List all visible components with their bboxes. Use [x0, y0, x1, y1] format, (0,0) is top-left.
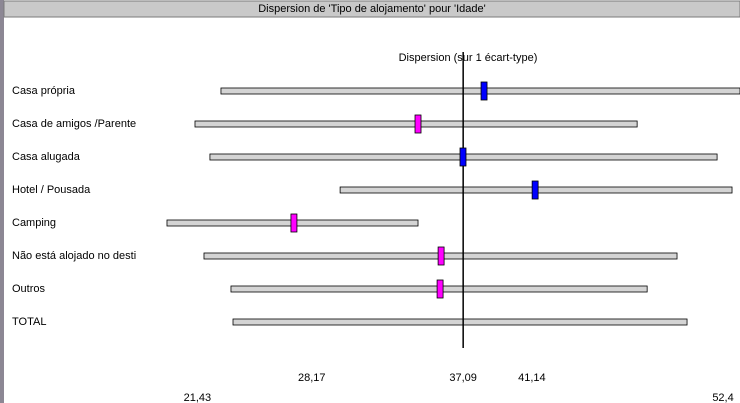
x-tick-label: 21,43 [184, 392, 212, 403]
chart-subtitle: Dispersion (sur 1 écart-type) [399, 52, 538, 64]
mean-marker [437, 246, 445, 266]
title-bar [3, 0, 740, 18]
x-tick-label: 28,17 [298, 372, 326, 384]
panel [4, 0, 740, 403]
x-tick-label: 52,4 [712, 392, 733, 403]
mean-marker [436, 279, 444, 299]
mean-marker [290, 213, 298, 233]
chart-title: Dispersion de 'Tipo de alojamento' pour … [258, 3, 486, 15]
mean-marker [480, 81, 488, 101]
category-label: Não está alojado no desti [12, 250, 136, 262]
mean-marker [459, 147, 467, 167]
dispersion-bar [232, 318, 688, 326]
category-label: Hotel / Pousada [12, 184, 91, 196]
x-tick-label: 37,09 [449, 372, 477, 384]
mean-marker [414, 114, 422, 134]
x-tick-label: 41,14 [518, 372, 546, 384]
category-label: Camping [12, 217, 56, 229]
category-label: Casa de amigos /Parente [12, 118, 136, 130]
dispersion-bar [220, 87, 740, 95]
category-label: Outros [12, 283, 46, 295]
category-label: Casa alugada [12, 151, 81, 163]
category-label: TOTAL [12, 316, 46, 328]
mean-marker [531, 180, 539, 200]
category-label: Casa própria [12, 85, 76, 97]
